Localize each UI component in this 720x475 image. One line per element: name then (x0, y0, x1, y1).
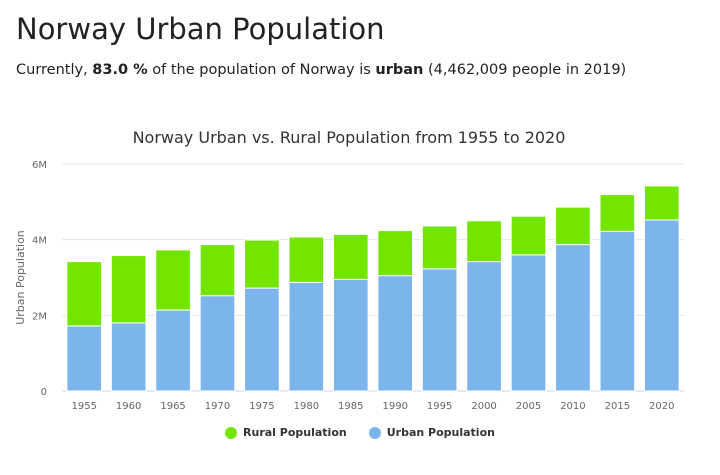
x-tick-label: 1965 (160, 401, 185, 412)
bar-rural-1995 (421, 225, 458, 270)
bar-rural-1990 (377, 230, 414, 277)
y-tick-label: 2M (32, 311, 47, 322)
y-tick-label: 4M (32, 236, 47, 247)
bar-urban-2015 (599, 230, 636, 392)
legend-urban-marker (368, 426, 381, 439)
bar-urban-2000 (466, 261, 502, 392)
chart-legend: Rural Population Urban Population (0, 426, 720, 439)
x-tick-label: 1995 (427, 401, 452, 412)
bar-urban-1965 (155, 309, 191, 392)
y-tick-label: 6M (32, 160, 47, 171)
bar-urban-1980 (288, 281, 325, 392)
bar-rural-2000 (466, 220, 502, 263)
x-tick-label: 2005 (516, 401, 541, 412)
x-tick-label: 2000 (471, 401, 496, 412)
subtitle-urban-word: urban (375, 62, 424, 78)
bar-rural-2010 (555, 206, 591, 246)
legend-urban-label: Urban Population (386, 426, 495, 439)
y-axis-title: Urban Population (14, 230, 27, 325)
bar-rural-1970 (199, 244, 236, 297)
x-tick-label: 2010 (560, 401, 585, 412)
bar-urban-2005 (510, 254, 547, 392)
urban-percent: 83.0 % (92, 62, 148, 78)
bar-urban-1985 (332, 278, 369, 392)
x-tick-label: 1955 (71, 401, 96, 412)
bar-urban-1995 (421, 268, 458, 392)
x-tick-label: 1970 (205, 401, 230, 412)
legend-rural-label: Rural Population (243, 426, 347, 439)
x-tick-label: 1980 (294, 401, 319, 412)
legend-item-rural[interactable]: Rural Population (225, 426, 347, 439)
bar-rural-2005 (510, 215, 547, 256)
legend-item-urban[interactable]: Urban Population (368, 426, 495, 439)
bar-urban-1960 (110, 322, 147, 392)
x-tick-label: 1985 (338, 401, 363, 412)
bar-urban-1955 (66, 325, 103, 392)
bar-urban-1975 (244, 287, 280, 392)
bar-rural-1975 (244, 239, 280, 289)
x-tick-label: 2020 (649, 401, 674, 412)
bar-urban-2020 (643, 219, 680, 392)
page-subtitle: Currently, 83.0 % of the population of N… (16, 62, 626, 78)
y-tick-label: 0 (41, 387, 47, 398)
subtitle-prefix: Currently, (16, 62, 93, 78)
bar-urban-1970 (199, 295, 236, 392)
bar-rural-1960 (110, 255, 147, 324)
x-tick-label: 1960 (116, 401, 141, 412)
bar-urban-2010 (555, 244, 591, 392)
x-tick-label: 1975 (249, 401, 274, 412)
x-tick-label: 2015 (605, 401, 630, 412)
bar-rural-1980 (288, 236, 325, 283)
legend-rural-marker (225, 426, 238, 439)
x-tick-label: 1990 (382, 401, 407, 412)
bar-rural-1985 (332, 233, 369, 280)
subtitle-middle: of the population of Norway is (147, 62, 376, 78)
bar-rural-2015 (599, 194, 636, 232)
bar-rural-1955 (66, 261, 103, 327)
subtitle-suffix: (4,462,009 people in 2019) (423, 62, 627, 78)
chart-title: Norway Urban vs. Rural Population from 1… (133, 128, 566, 147)
bar-urban-1990 (377, 275, 414, 392)
page-title: Norway Urban Population (16, 12, 385, 46)
bar-rural-1965 (155, 249, 191, 311)
bar-rural-2020 (643, 185, 680, 221)
